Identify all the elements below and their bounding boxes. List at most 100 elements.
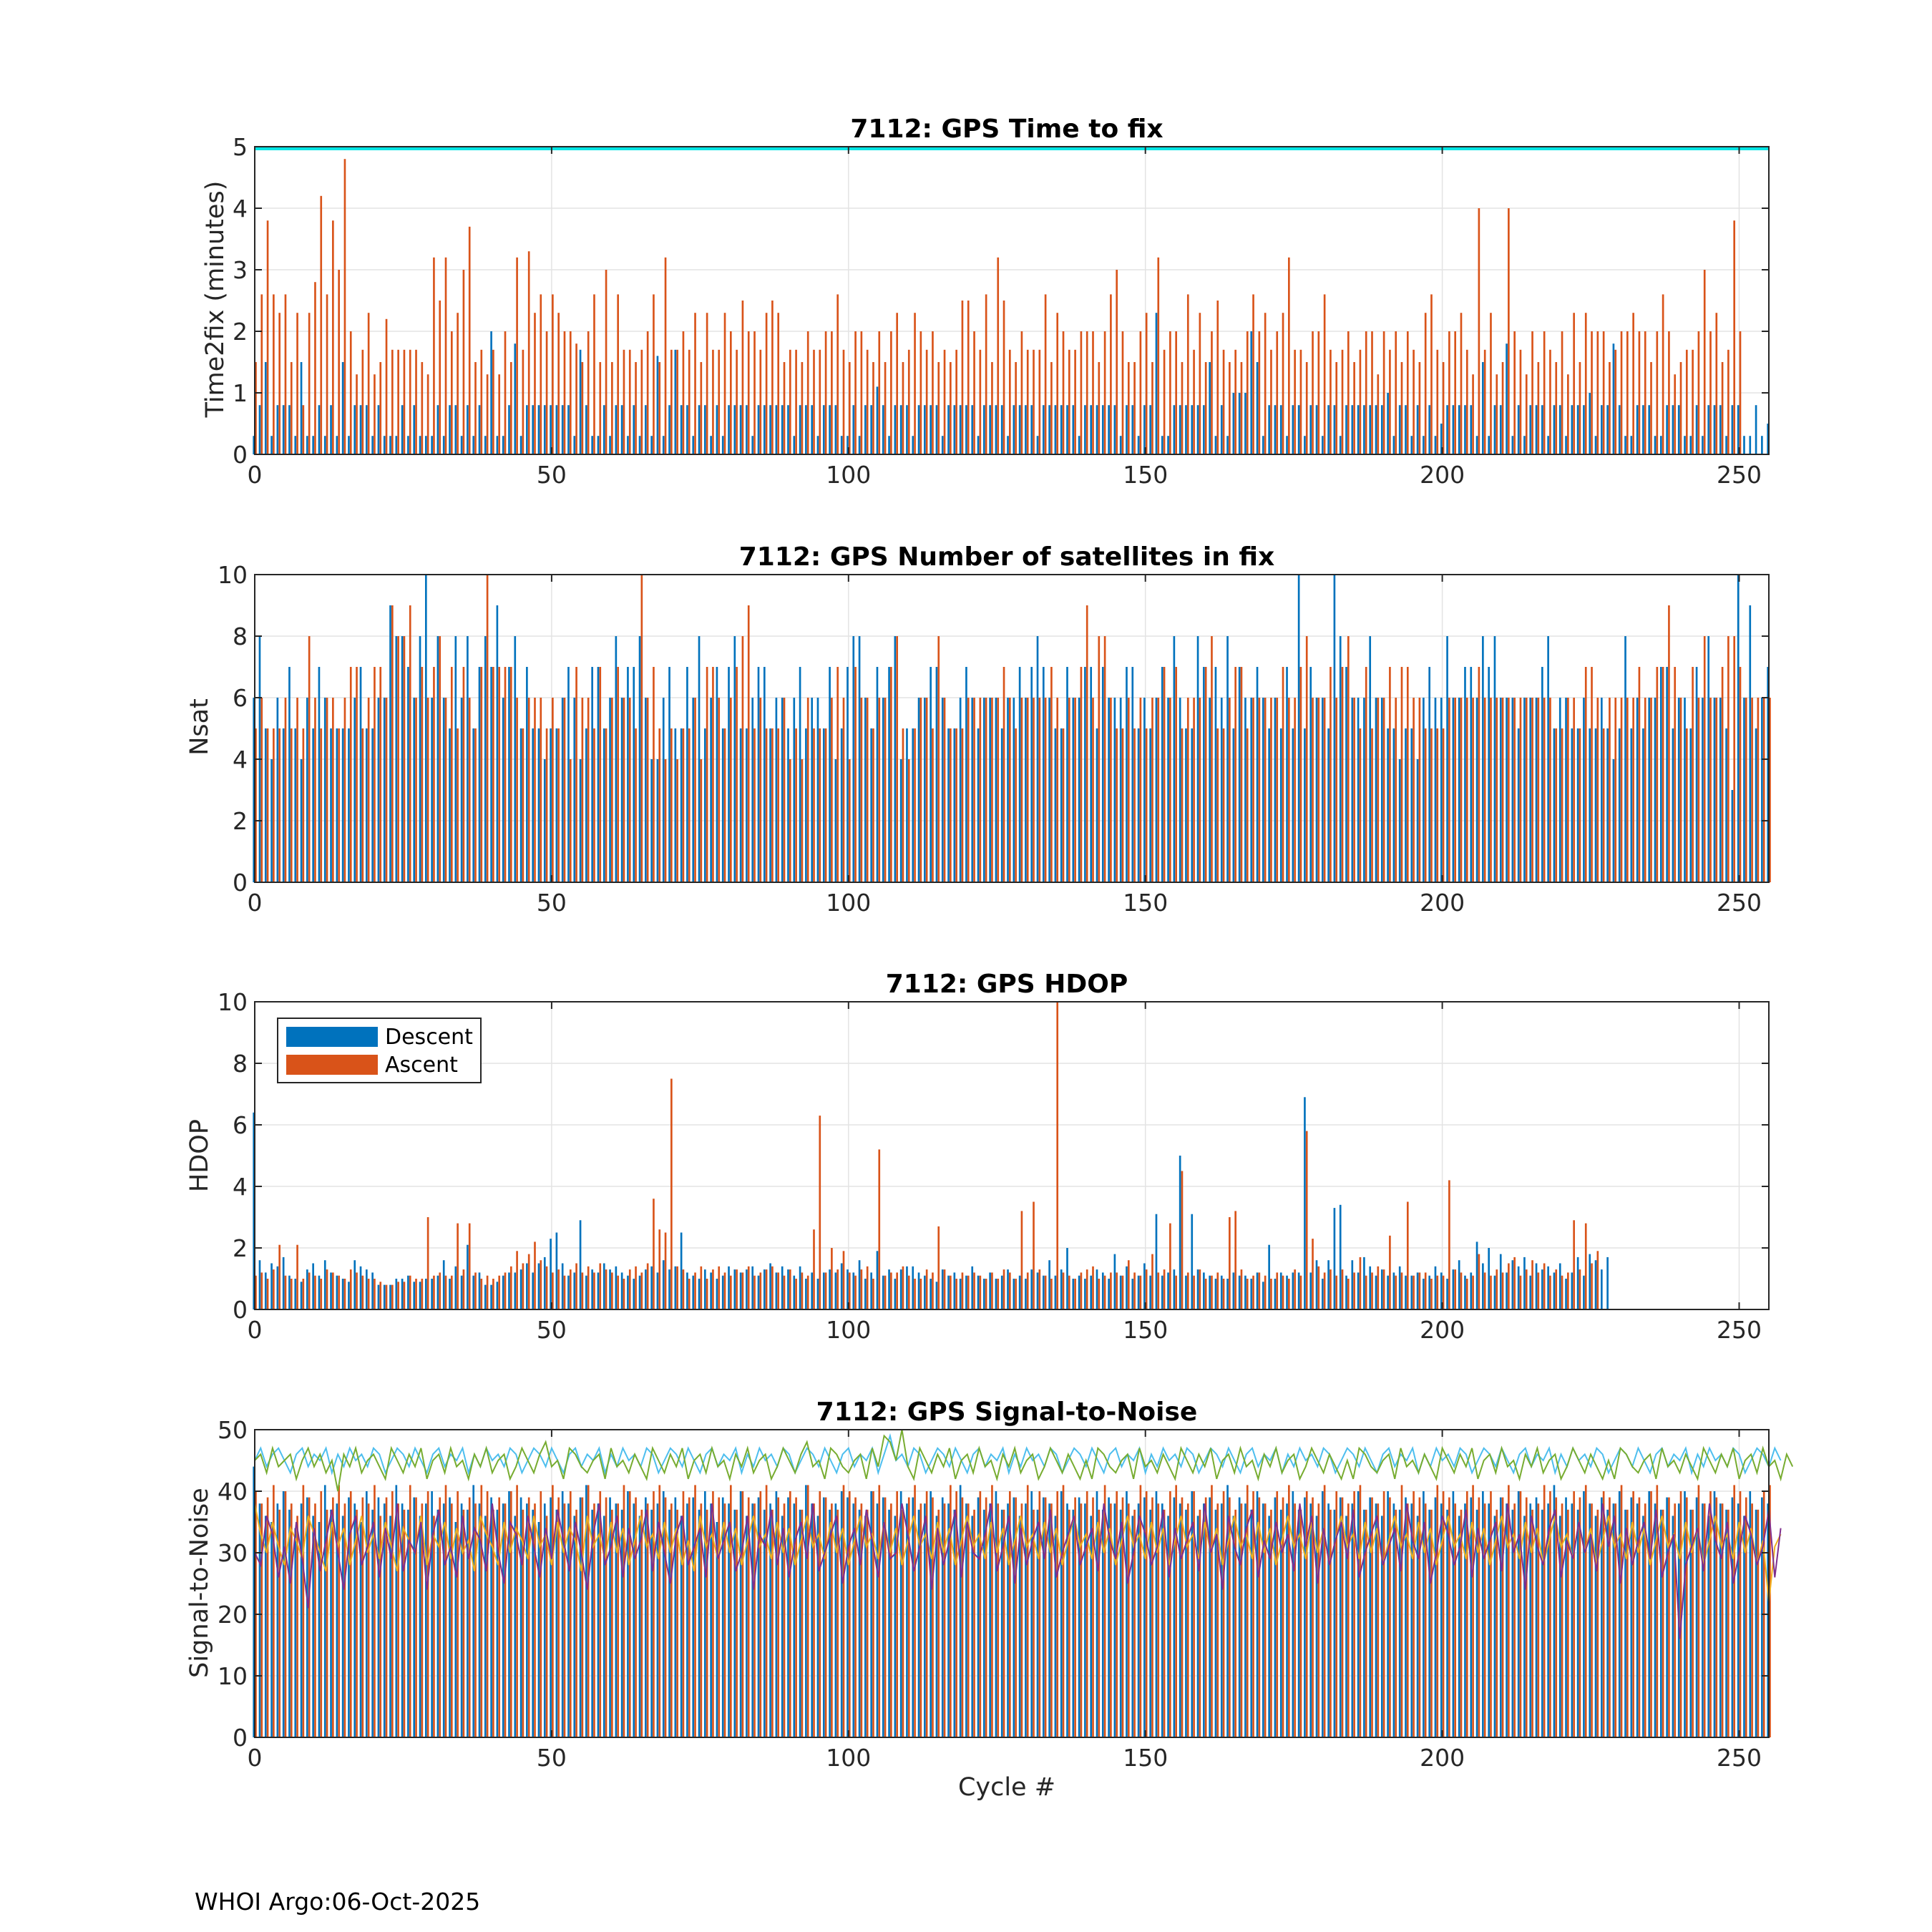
bar-ascent [985,294,987,454]
bar-ascent [1002,667,1005,882]
bar-ascent [1074,1497,1076,1737]
bar-ascent [1305,1131,1308,1309]
bar-ascent [1116,1272,1118,1309]
bar-descent [775,1272,778,1309]
bar-ascent [866,1509,869,1737]
bar-descent [276,1266,279,1309]
bar-ascent [759,1491,762,1737]
bar-descent [894,405,897,454]
bar-descent [1149,405,1152,454]
bar-descent [728,1266,730,1309]
bar-descent [1558,698,1561,882]
bar-ascent [391,349,394,454]
bar-ascent [1436,349,1439,454]
bar-descent [1274,1497,1277,1737]
bar-ascent [1186,294,1189,454]
bar-ascent [1002,301,1005,454]
bar-ascent [1650,362,1652,454]
bar-ascent [557,1269,560,1309]
bar-ascent [1549,1275,1551,1309]
bar-ascent [1098,1279,1101,1309]
bar-ascent [836,1269,839,1309]
bar-descent [876,386,879,454]
bar-ascent [806,1275,809,1309]
bar-ascent [379,1282,382,1309]
legend-label-ascent: Ascent [385,1053,458,1078]
bar-descent [1666,405,1668,454]
bar-descent [436,1275,439,1309]
bar-ascent [1103,1275,1106,1309]
bar-ascent [1199,1269,1201,1309]
bar-descent [519,728,522,882]
bar-descent [1292,728,1294,882]
bar-descent [805,728,807,882]
bar-ascent [1193,698,1195,882]
bar-ascent [1436,728,1439,882]
bar-ascent [783,362,786,454]
bar-descent [912,1497,914,1737]
axes-box [254,574,1770,883]
bar-descent [645,698,647,882]
bar-descent [1749,605,1752,882]
y-tick-label: 0 [233,441,248,469]
bar-ascent [1294,1269,1296,1309]
bar-descent [787,1269,789,1309]
x-tick-label: 50 [537,1744,567,1772]
bar-descent [692,1497,695,1737]
bar-descent [1743,436,1745,454]
bar-ascent [640,575,643,882]
bar-ascent [361,1275,364,1309]
bar-descent [532,1272,535,1309]
bar-ascent [1525,1497,1528,1737]
bar-ascent [842,1485,845,1737]
bar-descent [924,698,926,882]
bar-descent [1416,759,1419,882]
bar-ascent [973,1272,975,1309]
bar-ascent [955,1491,957,1737]
bar-ascent [979,349,982,454]
bar-descent [822,728,825,882]
bar-ascent [813,1229,815,1309]
bar-ascent [1050,1503,1053,1737]
bar-descent [1078,1275,1080,1309]
bar-descent [496,1509,499,1737]
bar-descent [728,667,730,882]
bar-ascent [1074,1279,1076,1309]
bar-descent [686,1503,688,1737]
bar-descent [710,1503,712,1737]
bar-ascent [1424,1272,1427,1309]
bar-ascent [688,1279,691,1309]
bar-ascent [587,331,590,454]
bar-ascent [552,1272,554,1309]
bar-descent [555,405,558,454]
bar-ascent [1382,1269,1385,1309]
x-tick-label: 100 [826,1316,871,1344]
bar-ascent [1133,1272,1136,1309]
bar-descent [650,1266,653,1309]
bar-ascent [1169,698,1171,882]
bar-ascent [1460,313,1463,454]
bar-ascent [1121,1275,1124,1309]
bar-descent [1238,1275,1241,1309]
y-axis-label: Signal-to-Noise [185,1488,214,1678]
series-line [254,1429,1794,1492]
bar-ascent [492,667,494,882]
bar-ascent [1371,1272,1373,1309]
bar-ascent [278,1244,280,1309]
bar-descent [543,1503,546,1737]
bar-ascent [1181,362,1184,454]
bar-ascent [896,313,898,454]
bar-ascent [1204,1279,1207,1309]
bar-descent [941,1269,944,1309]
bar-ascent [878,1149,881,1309]
bar-ascent [1513,1503,1516,1737]
bar-ascent [896,1491,898,1737]
bar-descent [899,405,902,454]
bar-descent [1007,698,1009,882]
bar-descent [1232,728,1235,882]
bar-ascent [1721,667,1724,882]
bar-descent [906,1503,908,1737]
bar-ascent [1561,1275,1563,1309]
bar-descent [840,1263,843,1309]
